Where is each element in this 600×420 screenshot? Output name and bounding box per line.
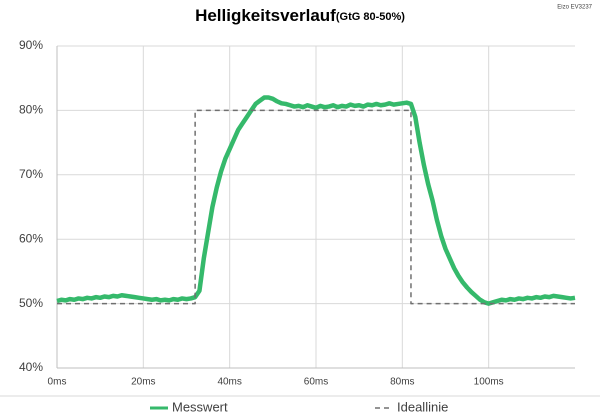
y-tick-label: 90% <box>19 38 43 52</box>
x-tick-label: 60ms <box>304 377 328 388</box>
legend: Messwert Ideallinie <box>150 399 448 414</box>
chart-title: Helligkeitsverlauf <box>195 6 336 25</box>
y-tick-label: 80% <box>19 103 43 117</box>
x-tick-label: 80ms <box>390 377 414 388</box>
x-tick-label: 0ms <box>48 377 67 388</box>
chart-subtitle: (GtG 80-50%) <box>336 11 405 23</box>
y-tick-label: 50% <box>19 296 43 310</box>
x-tick-label: 20ms <box>131 377 155 388</box>
annotation: Eizo EV3237 <box>557 5 592 11</box>
y-tick-label: 70% <box>19 167 43 181</box>
y-tick-label: 40% <box>19 360 43 374</box>
legend-label: Ideallinie <box>397 399 448 414</box>
legend-label: Messwert <box>172 399 228 414</box>
line-series <box>57 109 575 305</box>
x-tick-label: 40ms <box>217 377 241 388</box>
y-tick-label: 60% <box>19 231 43 245</box>
line-series <box>56 95 576 306</box>
x-tick-label: 100ms <box>474 377 504 388</box>
chart-heading: Helligkeitsverlauf(GtG 80-50%) <box>195 6 405 25</box>
